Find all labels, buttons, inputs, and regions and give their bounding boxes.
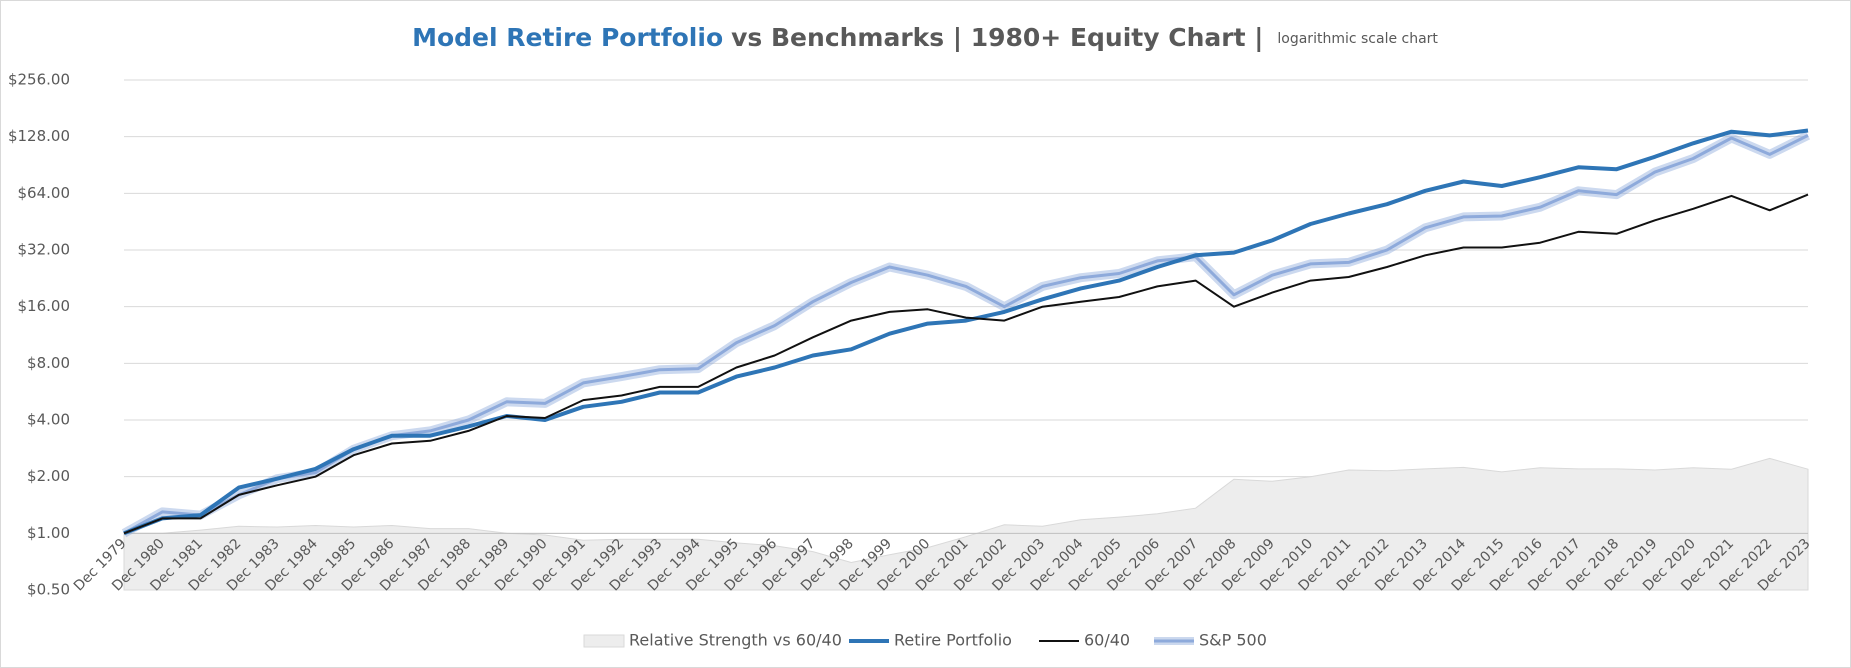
area bbox=[123, 457, 1809, 591]
y-tick-label: $2.00 bbox=[27, 467, 70, 485]
legend-label: Relative Strength vs 60/40 bbox=[629, 631, 842, 650]
legend-label: 60/40 bbox=[1084, 631, 1130, 650]
line bbox=[123, 128, 1809, 536]
y-tick-label: $256.00 bbox=[8, 71, 70, 89]
y-tick-label: $0.50 bbox=[27, 581, 70, 599]
chart-title: Model Retire Portfolio vs Benchmarks | 19… bbox=[412, 23, 1438, 52]
legend-label: Retire Portfolio bbox=[894, 631, 1012, 650]
legend-swatch bbox=[583, 634, 625, 648]
y-tick-label: $4.00 bbox=[27, 411, 70, 429]
title-highlight: Model Retire Portfolio bbox=[412, 23, 723, 52]
y-tick-label: $32.00 bbox=[18, 241, 71, 259]
y-tick-label: $1.00 bbox=[27, 524, 70, 542]
y-tick-label: $64.00 bbox=[18, 184, 71, 202]
legend-label: S&P 500 bbox=[1199, 631, 1267, 650]
y-tick-label: $8.00 bbox=[27, 354, 70, 372]
title-rest: vs Benchmarks | 1980+ Equity Chart | bbox=[731, 23, 1263, 52]
line bbox=[123, 193, 1809, 535]
subtitle: logarithmic scale chart bbox=[1277, 31, 1438, 47]
legend: Relative Strength vs 60/40 Retire Portfol… bbox=[583, 631, 1267, 650]
y-tick-label: $16.00 bbox=[18, 297, 71, 315]
plot-area bbox=[121, 79, 1810, 591]
y-tick-label: $128.00 bbox=[8, 127, 70, 145]
